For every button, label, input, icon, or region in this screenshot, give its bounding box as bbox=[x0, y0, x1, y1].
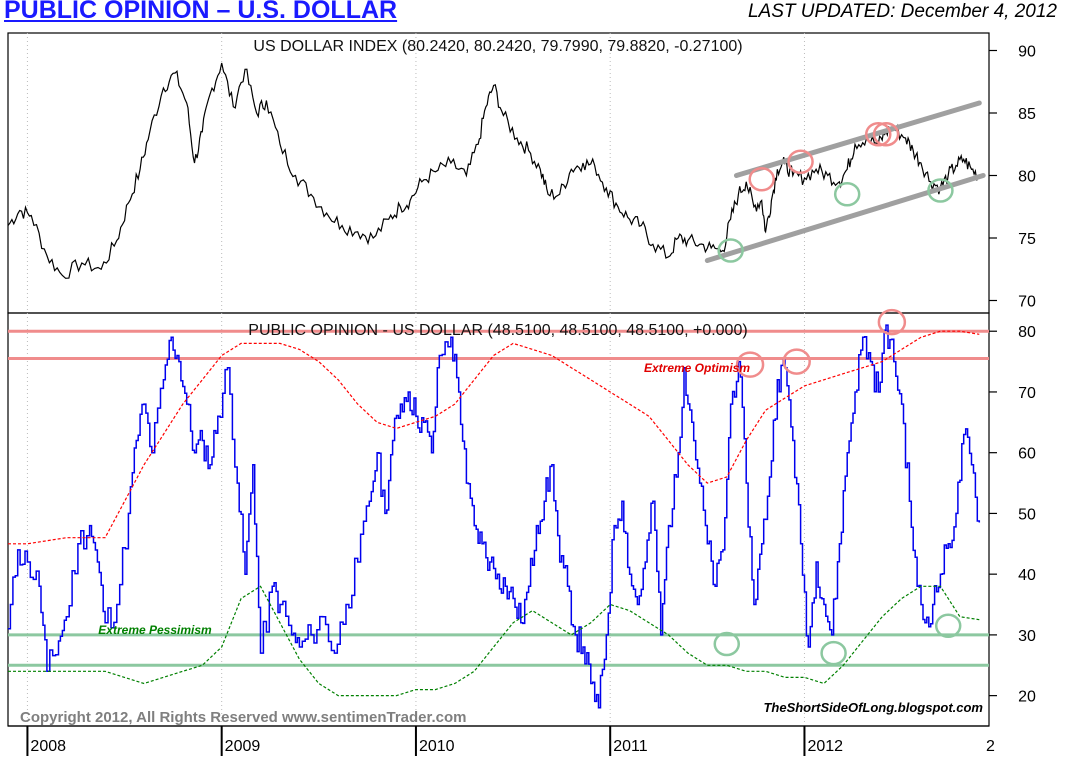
highlight-circle-red bbox=[877, 308, 907, 336]
copyright-text: Copyright 2012, All Rights Reserved www.… bbox=[20, 709, 467, 726]
x-tick-label: 2012 bbox=[807, 738, 843, 755]
highlight-circle-red bbox=[872, 122, 900, 147]
y-tick-label: 80 bbox=[1018, 169, 1036, 186]
highlight-circle-red bbox=[735, 351, 765, 378]
x-tick-label: 2011 bbox=[613, 738, 648, 755]
x-tick-label: 2008 bbox=[30, 738, 66, 755]
price-panel-frame bbox=[7, 32, 990, 314]
reference-lines bbox=[8, 329, 989, 667]
series-layer bbox=[7, 62, 981, 709]
highlight-circle-red bbox=[787, 149, 814, 174]
blog-credit: TheShortSideOfLong.blogspot.com bbox=[763, 700, 983, 715]
y-tick-label: 40 bbox=[1018, 567, 1036, 584]
extreme-pessimism-label: Extreme Pessimism bbox=[98, 623, 212, 637]
last-updated-label: LAST UPDATED: December 4, 2012 bbox=[747, 1, 1057, 22]
x-tick-label: 2009 bbox=[225, 738, 261, 755]
axis-layer: 70 75 80 85 90 20 30 40 50 60 70 80 2008 2009 2010 2011… bbox=[8, 44, 1036, 756]
y-tick-label: 60 bbox=[1018, 446, 1036, 463]
page-title: PUBLIC OPINION – U.S. DOLLAR bbox=[4, 0, 398, 24]
highlight-circle-red bbox=[782, 348, 811, 375]
y-tick-label: 70 bbox=[1018, 294, 1036, 311]
y-tick-label: 90 bbox=[1018, 44, 1036, 61]
highlight-circle-green bbox=[820, 640, 847, 666]
extreme-optimism-label: Extreme Optimism bbox=[644, 361, 750, 375]
channel-lower-line bbox=[704, 173, 986, 263]
price-chart-title: US DOLLAR INDEX (80.2420, 80.2420, 79.79… bbox=[253, 38, 742, 55]
public-opinion-line bbox=[8, 324, 981, 709]
highlight-circle-green bbox=[717, 238, 744, 263]
grid-layer bbox=[26, 33, 805, 726]
highlight-circle-green bbox=[833, 182, 861, 207]
y-tick-label: 80 bbox=[1018, 324, 1036, 341]
highlight-circle-green bbox=[934, 613, 962, 639]
x-tick-label: 2010 bbox=[419, 738, 455, 755]
highlight-circle-green bbox=[713, 631, 741, 657]
highlight-circle-green bbox=[927, 178, 954, 203]
y-tick-label: 85 bbox=[1018, 106, 1036, 123]
opinion-chart-title: PUBLIC OPINION - US DOLLAR (48.5100, 48.… bbox=[248, 322, 747, 339]
y-tick-label: 20 bbox=[1018, 689, 1036, 706]
y-tick-label: 30 bbox=[1018, 628, 1036, 645]
y-tick-label: 75 bbox=[1018, 231, 1036, 248]
highlight-circle-red bbox=[748, 167, 775, 192]
y-tick-label: 50 bbox=[1018, 506, 1036, 523]
channel-upper-line bbox=[733, 100, 982, 178]
lower-band-line bbox=[8, 585, 980, 697]
highlight-circle-red bbox=[865, 122, 892, 147]
upper-band-line bbox=[8, 330, 980, 545]
us-dollar-index-line bbox=[7, 62, 980, 279]
annotations-layer bbox=[704, 100, 986, 666]
y-tick-label: 70 bbox=[1018, 385, 1036, 402]
x-tick-label: 2 bbox=[986, 738, 995, 755]
